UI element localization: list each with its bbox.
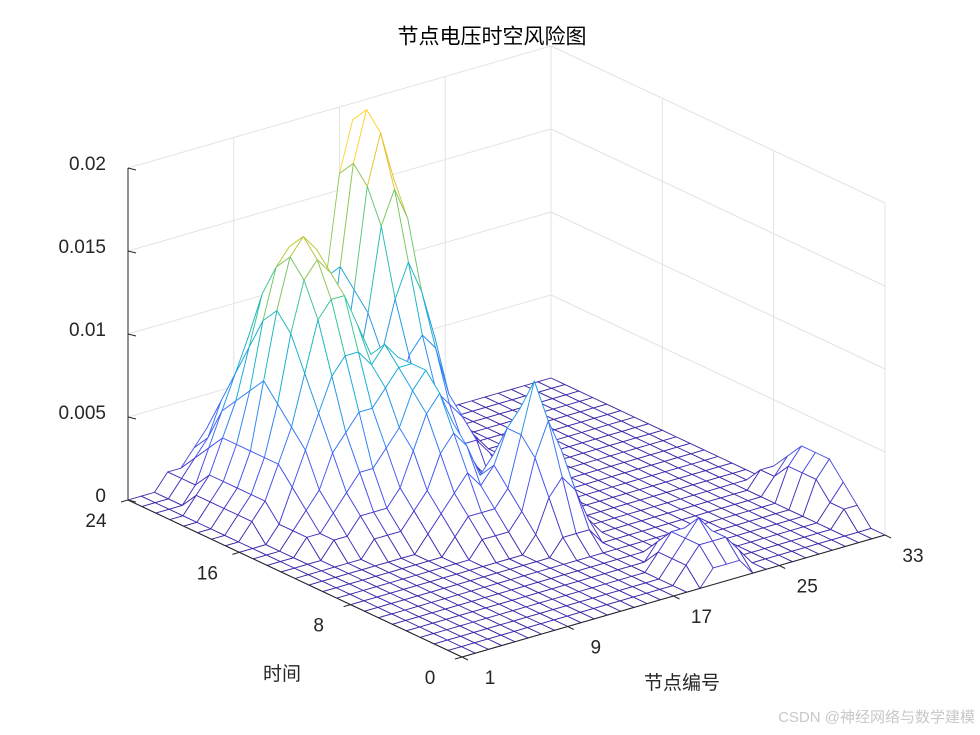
x-tick-label: 17 <box>691 607 712 628</box>
x-tick <box>884 534 892 539</box>
z-tick-label: 0 <box>95 486 106 507</box>
z-tick-label: 0.01 <box>69 320 106 341</box>
y-tick-label: 8 <box>313 616 324 637</box>
y-tick-label: 24 <box>85 511 107 532</box>
axes: 1 9 17 25 33 0 8 16 24 0 0.005 0.01 0.015 0.02 <box>58 154 923 689</box>
y-tick <box>343 604 351 608</box>
z-tick-label: 0.015 <box>58 237 106 258</box>
watermark: CSDN @神经网络与数学建模 <box>778 709 975 726</box>
z-tick <box>127 499 137 503</box>
grid-line <box>550 211 886 370</box>
y-axis <box>127 499 463 658</box>
x-tick <box>673 595 680 600</box>
x-tick-label: 9 <box>590 638 601 659</box>
y-tick <box>232 551 240 555</box>
x-axis-label: 节点编号 <box>644 672 720 694</box>
z-tick-label: 0.02 <box>69 154 106 175</box>
x-tick-label: 25 <box>797 577 818 598</box>
x-tick-label: 33 <box>902 546 923 567</box>
y-tick-label: 16 <box>197 563 218 584</box>
x-tick <box>779 565 786 569</box>
x-tick <box>461 656 469 661</box>
z-tick <box>127 167 137 171</box>
z-tick <box>127 250 137 254</box>
y-tick-label: 0 <box>425 668 436 689</box>
z-tick <box>127 333 137 337</box>
y-tick <box>454 656 463 660</box>
chart-title: 节点电压时空风险图 <box>398 26 587 49</box>
x-tick <box>567 626 574 630</box>
x-tick-label: 1 <box>485 668 496 689</box>
z-tick <box>127 416 137 420</box>
grid-line <box>550 45 886 204</box>
grid-line <box>550 294 886 453</box>
y-axis-label: 时间 <box>263 663 301 685</box>
y-tick <box>120 499 129 503</box>
grid-line <box>127 45 552 169</box>
z-tick-label: 0.005 <box>58 403 106 424</box>
mesh <box>127 109 886 658</box>
grid-line <box>550 128 886 287</box>
